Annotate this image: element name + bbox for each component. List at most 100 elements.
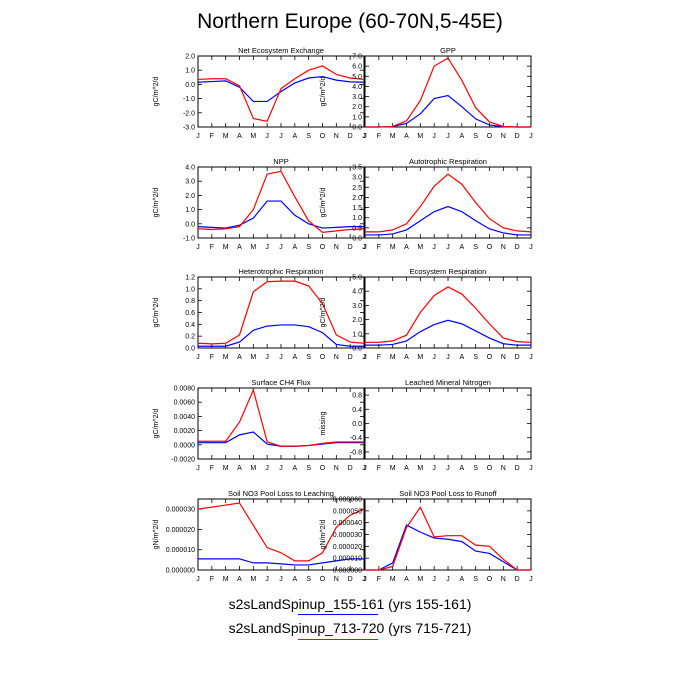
x-tick-label: A xyxy=(404,465,409,472)
x-tick-label: O xyxy=(320,465,326,472)
y-tick-label: 0.0 xyxy=(185,346,195,353)
x-tick-label: D xyxy=(348,133,353,140)
x-tick-label: J xyxy=(362,465,366,472)
x-tick-label: N xyxy=(501,576,506,583)
x-tick-label: J xyxy=(529,576,533,583)
y-tick-label: 0.4 xyxy=(185,322,195,329)
x-tick-label: S xyxy=(306,133,311,140)
y-tick-label: 0.6 xyxy=(185,310,195,317)
y-tick-label: 1.0 xyxy=(185,286,195,293)
y-tick-label: -1.0 xyxy=(183,236,195,243)
y-tick-label: 1.0 xyxy=(185,207,195,214)
page-title: Northern Europe (60-70N,5-45E) xyxy=(197,10,503,33)
x-tick-label: N xyxy=(501,465,506,472)
panel-title: Soil NO3 Pool Loss to Leaching xyxy=(228,489,334,498)
x-tick-label: J xyxy=(446,576,450,583)
x-tick-label: N xyxy=(334,133,339,140)
y-tick-label: 0.000010 xyxy=(166,547,195,554)
chart-panel-9: Soil NO3 Pool Loss to Runoff gN/m^2/d 0.00… xyxy=(320,489,533,583)
x-tick-label: J xyxy=(446,133,450,140)
y-axis-label: gN/m^2/d xyxy=(153,520,160,550)
chart-panel-8: Soil NO3 Pool Loss to Leaching gN/m^2/d 0.… xyxy=(153,489,366,583)
x-tick-label: A xyxy=(459,354,464,361)
panel-title: Heterotrophic Respiration xyxy=(238,267,323,276)
x-tick-label: A xyxy=(459,465,464,472)
x-tick-label: F xyxy=(377,354,381,361)
x-tick-label: A xyxy=(404,576,409,583)
series-line-run1 xyxy=(365,94,531,128)
y-tick-label: 0.2 xyxy=(185,334,195,341)
panel-title: Soil NO3 Pool Loss to Runoff xyxy=(399,489,497,498)
y-axis-label: gN/m^2/d xyxy=(320,520,327,550)
x-tick-label: F xyxy=(377,133,381,140)
x-tick-label: M xyxy=(390,354,396,361)
x-tick-label: J xyxy=(362,354,366,361)
x-tick-label: A xyxy=(459,576,464,583)
series-line-run2 xyxy=(365,57,531,128)
series-line-run1 xyxy=(365,524,531,571)
y-tick-label: 2.5 xyxy=(352,185,362,192)
x-tick-label: A xyxy=(459,244,464,251)
x-tick-label: O xyxy=(487,354,493,361)
x-tick-label: F xyxy=(210,354,214,361)
x-tick-label: J xyxy=(363,133,367,140)
x-tick-label: J xyxy=(446,465,450,472)
x-tick-label: N xyxy=(334,354,339,361)
x-tick-label: S xyxy=(306,465,311,472)
x-tick-label: A xyxy=(404,354,409,361)
x-tick-label: J xyxy=(265,465,269,472)
series-line-run1 xyxy=(197,200,364,229)
plot-frame xyxy=(364,387,532,460)
y-tick-label: 0.0 xyxy=(185,221,195,228)
x-tick-label: A xyxy=(237,465,242,472)
x-tick-label: J xyxy=(279,576,283,583)
x-tick-label: N xyxy=(334,576,339,583)
series-line-run2 xyxy=(365,286,532,343)
x-tick-label: J xyxy=(279,133,283,140)
x-tick-label: F xyxy=(210,133,214,140)
y-tick-label: 0.0 xyxy=(185,82,195,89)
y-axis-label: gC/m^2/d xyxy=(320,188,327,218)
y-tick-label: 3.0 xyxy=(185,179,195,186)
x-tick-label: O xyxy=(320,244,326,251)
x-tick-label: M xyxy=(250,354,256,361)
y-tick-label: 3.0 xyxy=(352,303,362,310)
y-tick-label: 2.0 xyxy=(185,54,195,61)
x-tick-label: S xyxy=(306,244,311,251)
x-tick-label: J xyxy=(265,244,269,251)
y-tick-label: 2.0 xyxy=(352,104,362,111)
y-axis-label: gC/m^2/d xyxy=(153,409,160,439)
y-tick-label: -0.4 xyxy=(350,435,362,442)
chart-panel-7: Leached Mineral Nitrogen missing -0.8 -0.4 0… xyxy=(320,378,533,472)
x-tick-label: N xyxy=(501,354,506,361)
x-tick-label: N xyxy=(501,244,506,251)
x-tick-label: O xyxy=(487,576,493,583)
y-tick-label: 0.000030 xyxy=(333,532,362,539)
x-tick-label: N xyxy=(334,465,339,472)
x-tick-label: D xyxy=(348,465,353,472)
series-line-run1 xyxy=(198,558,364,566)
series-line-run2 xyxy=(197,65,365,123)
x-tick-label: D xyxy=(515,465,520,472)
y-tick-label: 2.0 xyxy=(352,195,362,202)
x-tick-label: J xyxy=(279,465,283,472)
x-tick-label: M xyxy=(417,465,423,472)
panel-title: GPP xyxy=(440,46,456,55)
panel-title: Autotrophic Respiration xyxy=(409,157,487,166)
x-tick-label: J xyxy=(432,465,436,472)
y-tick-label: -3.0 xyxy=(183,125,195,132)
x-tick-label: J xyxy=(529,133,533,140)
x-tick-label: S xyxy=(473,465,478,472)
x-tick-label: M xyxy=(250,244,256,251)
series-line-run1 xyxy=(198,431,364,447)
series-line-run1 xyxy=(365,205,531,236)
y-tick-label: 0.8 xyxy=(185,298,195,305)
x-tick-label: D xyxy=(515,576,520,583)
x-tick-label: J xyxy=(279,244,283,251)
y-axis-label: gC/m^2/d xyxy=(153,77,160,107)
chart-panel-5: Ecosystem Respiration gC/m^2/d 0.0 1.0 2.0 3.… xyxy=(320,267,533,361)
series-line-run2 xyxy=(365,506,531,571)
x-tick-label: M xyxy=(417,244,423,251)
x-tick-label: J xyxy=(196,244,200,251)
